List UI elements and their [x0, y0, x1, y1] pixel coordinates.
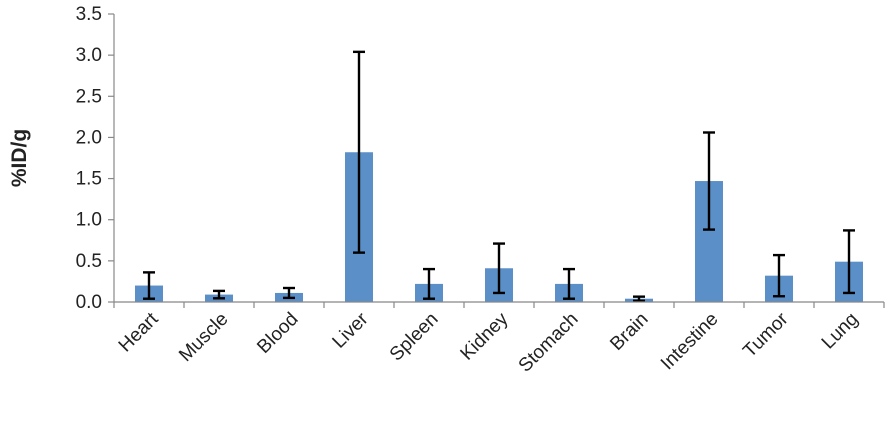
y-tick-label: 2.0	[76, 127, 102, 148]
x-tick-label: Heart	[115, 308, 163, 356]
error-bar-tumor	[773, 253, 785, 298]
x-tick-label: Tumor	[739, 308, 793, 362]
x-tick-label: Kidney	[457, 308, 513, 364]
y-tick-label: 3.0	[76, 45, 102, 66]
error-bar-lung	[843, 229, 855, 295]
x-tick-label: Stomach	[515, 309, 583, 377]
x-tick-label: Liver	[329, 308, 373, 352]
y-tick-label: 0.5	[76, 251, 102, 272]
error-bar-stomach	[563, 267, 575, 300]
error-bar-brain	[633, 295, 645, 302]
y-tick-label: 3.5	[76, 4, 102, 25]
x-tick-label: Blood	[253, 309, 302, 358]
y-tick-label: 0.0	[76, 292, 102, 313]
y-axis-ticks: 0.0 0.5 1.0 1.5 2.0 2.5 3.0 3.5	[76, 4, 885, 313]
x-tick-label: Lung	[818, 309, 863, 354]
error-bar-blood	[283, 286, 295, 300]
error-bar-liver	[353, 50, 365, 254]
error-bars	[143, 50, 855, 302]
x-tick-label: Intestine	[657, 309, 723, 375]
x-axis-labels: Heart Muscle Blood Liver Spleen Kidney Stomach…	[115, 308, 863, 376]
x-tick-label: Spleen	[386, 309, 443, 366]
error-bar-spleen	[423, 267, 435, 300]
y-tick-label: 1.5	[76, 169, 102, 190]
y-tick-label: 2.5	[76, 86, 102, 107]
y-axis-title: %ID/g	[8, 129, 31, 187]
x-tick-label: Muscle	[175, 309, 232, 366]
y-tick-label: 1.0	[76, 210, 102, 231]
error-bar-muscle	[213, 289, 225, 300]
x-tick-label: Brain	[606, 309, 652, 355]
error-bar-heart	[143, 271, 155, 300]
error-bar-intestine	[703, 131, 715, 231]
error-bar-kidney	[493, 242, 505, 295]
